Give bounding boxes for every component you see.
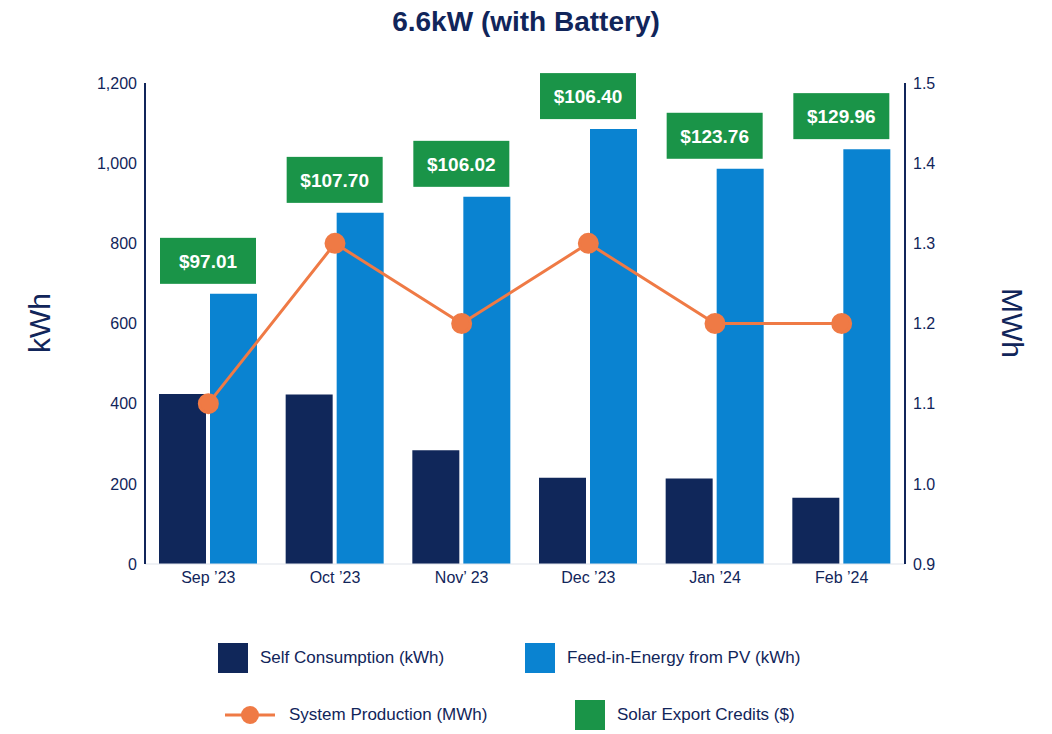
html-text:6.6kW (with Battery): 6.6kW (with Battery) [392,6,660,37]
svg-text:1.1: 1.1 [913,395,935,412]
svg-text:$97.01: $97.01 [179,251,238,272]
svg-text:1.4: 1.4 [913,155,935,172]
svg-text:1.5: 1.5 [913,75,935,92]
svg-text:1,000: 1,000 [97,155,137,172]
svg-text:200: 200 [110,476,137,493]
svg-text:1.3: 1.3 [913,235,935,252]
svg-text:Dec ’23: Dec ’23 [561,569,615,586]
svg-text:Feb ’24: Feb ’24 [815,569,868,586]
svg-text:$106.02: $106.02 [427,154,496,175]
svg-text:600: 600 [110,315,137,332]
svg-text:1.2: 1.2 [913,315,935,332]
html-text:Feed-in-Energy from PV (kWh): Feed-in-Energy from PV (kWh) [567,648,801,667]
html-text:Solar Export Credits ($): Solar Export Credits ($) [617,705,795,724]
svg-text:Sep ’23: Sep ’23 [181,569,235,586]
html-text:Self Consumption (kWh): Self Consumption (kWh) [260,648,445,667]
svg-text:1,200: 1,200 [97,75,137,92]
html-text:MWh: MWh [996,288,1029,358]
svg-text:$123.76: $123.76 [680,126,749,147]
svg-text:Nov’ 23: Nov’ 23 [435,569,489,586]
svg-text:400: 400 [110,395,137,412]
svg-text:0: 0 [128,556,137,573]
svg-text:0.9: 0.9 [913,556,935,573]
html-text:System Production (MWh): System Production (MWh) [289,705,488,724]
svg-text:800: 800 [110,235,137,252]
svg-text:Jan ’24: Jan ’24 [689,569,741,586]
svg-text:Oct ’23: Oct ’23 [310,569,361,586]
svg-text:$107.70: $107.70 [300,170,369,191]
svg-text:$106.40: $106.40 [554,86,623,107]
svg-text:$129.96: $129.96 [807,106,876,127]
html-text:kWh: kWh [23,293,56,353]
svg-text:1.0: 1.0 [913,476,935,493]
